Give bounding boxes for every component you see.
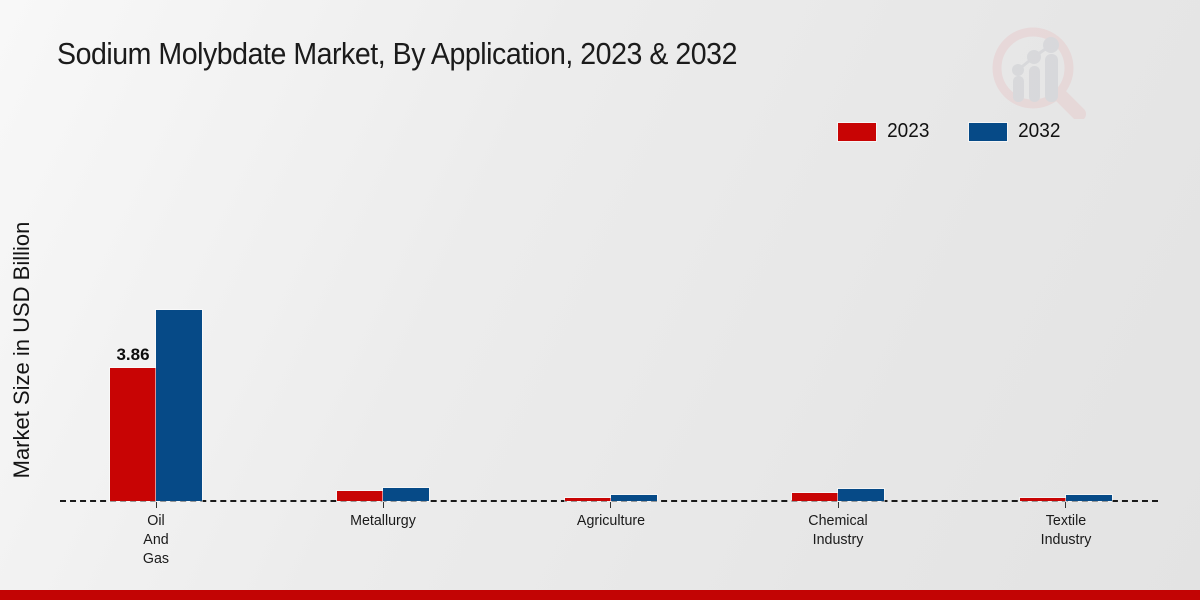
axis-tick-chemical-industry [837,502,839,508]
x-axis-baseline [60,500,1158,502]
bar-2032-chemical-industry [838,488,885,501]
axis-tick-oil-and-gas [155,502,157,508]
axis-tick-textile-industry [1065,502,1067,508]
bar-2032-oil-and-gas [156,309,202,501]
category-label-agriculture: Agriculture [576,512,645,529]
value-label-2023-oil-and-gas: 3.86 [116,344,150,364]
bar-2032-textile-industry [1065,495,1112,501]
bar-2023-oil-and-gas [110,367,156,501]
legend-swatch-2023 [838,122,876,141]
bar-2032-agriculture [610,495,657,501]
category-label-textile-industry: Textile Industry [1040,512,1091,548]
axis-tick-agriculture [610,502,612,508]
bar-2023-agriculture [564,497,611,501]
bar-2023-chemical-industry [792,492,839,501]
category-label-chemical-industry: Chemical Industry [808,512,868,548]
legend-swatch-2032 [968,122,1007,141]
category-label-oil-and-gas: Oil And Gas [142,512,170,567]
bar-2032-metallurgy [383,487,430,501]
legend-item-2032: 2032 [968,120,1062,143]
axis-tick-metallurgy [382,502,384,508]
legend: 2023 2032 [838,120,1061,143]
footer-accent-bar [0,590,1200,600]
category-label-metallurgy: Metallurgy [350,512,417,529]
legend-item-2023: 2023 [838,120,931,143]
bar-2023-metallurgy [337,491,384,501]
chart-title: Sodium Molybdate Market, By Application,… [57,36,737,71]
legend-label-2023: 2023 [887,120,930,142]
legend-label-2032: 2032 [1017,120,1060,142]
bar-2023-textile-industry [1019,497,1066,501]
magnifier-bar-chart-icon [992,27,1086,119]
